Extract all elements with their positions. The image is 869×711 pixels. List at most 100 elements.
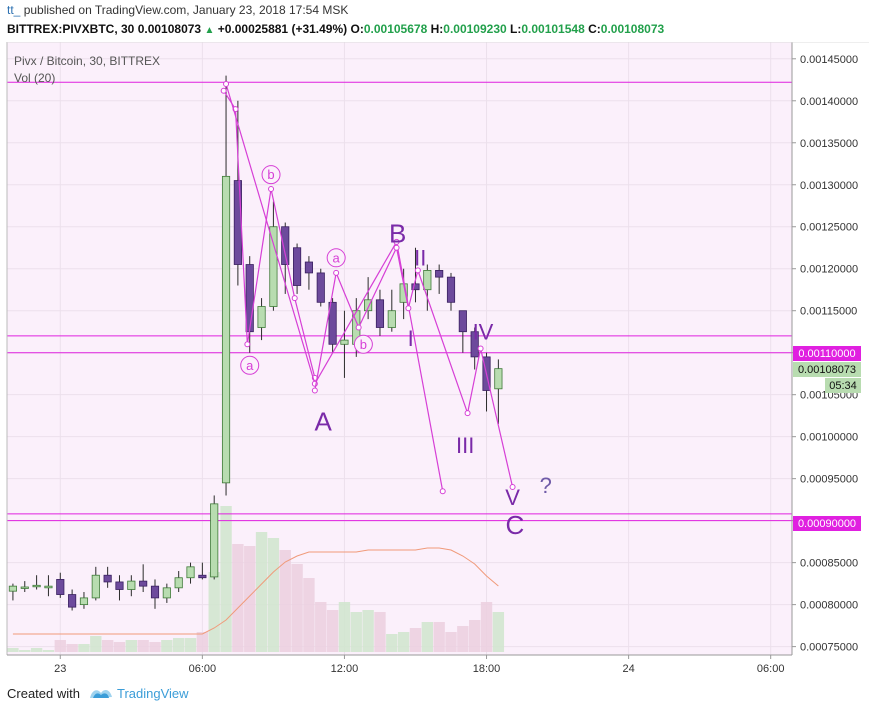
volume-bar (374, 612, 386, 652)
candle-body (328, 301, 337, 345)
volume-bar (457, 626, 469, 652)
volume-bar (7, 648, 19, 652)
wave-vertex (268, 185, 275, 192)
volume-bars (7, 506, 505, 652)
tradingview-brand[interactable]: TradingView (117, 686, 189, 701)
candle-body (293, 247, 302, 286)
wave-label-circle (261, 165, 281, 185)
candle-body (281, 226, 290, 265)
wave-label: a (246, 358, 254, 373)
publish-info: tt_ published on TradingView.com, Januar… (7, 3, 348, 17)
horizontal-levels (7, 81, 792, 522)
volume-bar (208, 572, 220, 652)
volume-bar (469, 620, 481, 652)
volume-bar (267, 538, 280, 652)
x-tick-label: 06:00 (757, 663, 785, 675)
wave-vertex (223, 80, 230, 87)
candle-body (316, 272, 325, 303)
y-tick-label: 0.00085000 (800, 558, 858, 570)
wave-label: IV (473, 319, 494, 344)
low-label: L: (510, 22, 522, 36)
wave-vertex (393, 244, 400, 251)
wave-label: II (414, 246, 426, 271)
volume-bar (101, 640, 114, 652)
time-axis[interactable]: 23 06:00 12:00 18:00 24 06:00 (54, 655, 784, 675)
candle-body (423, 270, 432, 291)
y-tick-label: 0.00125000 (800, 222, 858, 234)
wave-vertex (439, 488, 446, 495)
wave-label: V (505, 485, 520, 510)
candle-body (32, 584, 41, 588)
volume-bar (196, 632, 209, 652)
candle-body (387, 310, 396, 328)
wave-vertex (414, 267, 421, 274)
candle-body (269, 226, 278, 307)
wave-label-circle (353, 334, 373, 354)
level-badge-110: 0.00110000 (798, 348, 855, 360)
volume-bar (78, 644, 90, 652)
wave-vertex (509, 484, 516, 491)
y-tick-label: 0.00145000 (800, 54, 858, 66)
candle-body (458, 310, 467, 333)
volume-bar (315, 602, 327, 652)
volume-ma-line (12, 547, 499, 635)
wave-vertex (291, 295, 298, 302)
level-badge-bg-2 (793, 516, 861, 531)
wave-line (225, 83, 444, 492)
candle-body (340, 339, 349, 345)
volume-bar (161, 640, 173, 652)
y-tick-label: 0.00130000 (800, 180, 858, 192)
wave-label: A (314, 407, 332, 437)
candle-body (139, 580, 148, 587)
y-tick-label: 0.00075000 (800, 642, 858, 654)
symbol-label: BITTREX:PIVXBTC, 30 (7, 22, 135, 36)
ohlc-summary: BITTREX:PIVXBTC, 30 0.00108073 ▲ +0.0002… (7, 22, 664, 36)
volume-bar (409, 628, 422, 652)
volume-bar (113, 642, 126, 652)
volume-bar (244, 546, 256, 652)
candle-body (494, 368, 503, 390)
x-tick-label: 12:00 (331, 663, 359, 675)
volume-bar (66, 644, 78, 652)
volume-bar (303, 578, 315, 652)
wave-label: b (360, 337, 367, 352)
chart-plot-area[interactable] (7, 42, 792, 655)
volume-bar (42, 650, 55, 652)
candle-body (127, 580, 136, 590)
volume-bar (255, 532, 268, 652)
volume-bar (172, 638, 185, 652)
wave-label: C (506, 510, 525, 540)
volume-bar (350, 612, 362, 652)
high-value: 0.00109230 (443, 22, 507, 36)
wave-label-circle (326, 248, 346, 268)
x-tick-label: 23 (54, 663, 66, 675)
candle-body (186, 566, 195, 579)
wave-label: b (267, 167, 274, 182)
open-value: 0.00105678 (363, 22, 428, 36)
volume-bar (492, 612, 505, 652)
y-tick-label: 0.00080000 (800, 600, 858, 612)
candle-body (174, 577, 183, 589)
volume-ma (12, 547, 499, 635)
y-tick-label: 0.00115000 (800, 306, 857, 318)
wave-vertex (355, 324, 362, 331)
wave-label-circle (240, 355, 260, 375)
y-tick-label: 0.00135000 (800, 138, 858, 150)
volume-bar (445, 632, 457, 652)
author-link[interactable]: tt_ (7, 3, 21, 17)
x-tick-label: 18:00 (473, 663, 501, 675)
close-label: C: (588, 22, 601, 36)
wave-vertex (405, 305, 412, 312)
y-tick-label: 0.00095000 (800, 474, 858, 486)
published-text: published on TradingView.com, January 23… (23, 3, 349, 17)
tradingview-logo-icon[interactable] (88, 684, 114, 702)
volume-bar (232, 544, 244, 652)
chart-footer: Created with TradingView (0, 680, 869, 711)
candle-body (103, 574, 112, 583)
wave-label: I (408, 326, 414, 351)
level-badge-bg (793, 346, 861, 361)
volume-legend: Vol (20) (14, 71, 55, 85)
wave-vertex (393, 238, 400, 245)
high-label: H: (430, 22, 444, 36)
